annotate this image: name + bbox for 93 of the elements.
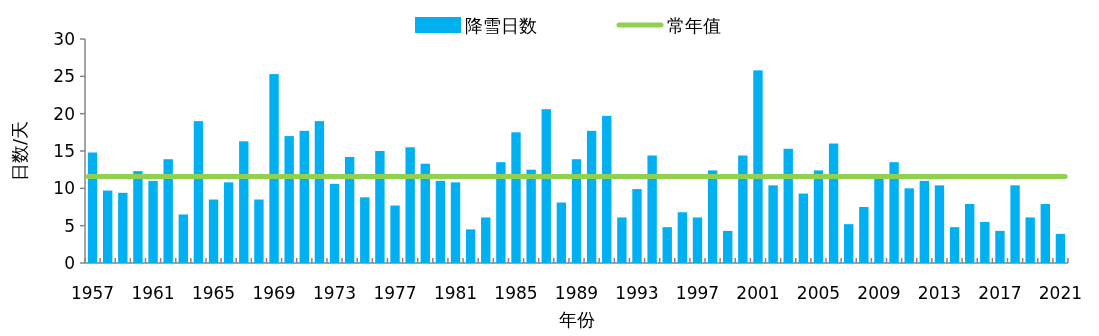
bar (934, 185, 945, 263)
bar (254, 199, 264, 263)
bar (692, 217, 703, 263)
bar (208, 199, 219, 263)
y-tick-label: 25 (53, 66, 75, 87)
bar (118, 192, 128, 263)
bar (526, 169, 536, 263)
x-tick-label: 1993 (615, 283, 659, 303)
bar (103, 190, 113, 263)
legend-label: 降雪日数 (465, 15, 537, 36)
bar (723, 230, 733, 263)
y-tick-label: 20 (53, 103, 75, 124)
bar (314, 121, 325, 263)
x-tick-label: 1981 (433, 283, 478, 303)
legend-label: 常年值 (667, 15, 721, 36)
bar (859, 207, 869, 263)
x-tick-label: 1997 (675, 283, 720, 303)
bar (647, 155, 657, 263)
x-tick-label: 1969 (252, 283, 296, 303)
bar (995, 230, 1005, 263)
x-tick-label: 2017 (978, 283, 1022, 303)
bar (828, 143, 839, 263)
bar (450, 182, 461, 263)
x-tick-label: 2005 (796, 283, 841, 303)
bar (919, 180, 930, 263)
y-tick-label: 30 (53, 29, 75, 49)
bar (193, 121, 204, 263)
y-tick-label: 0 (64, 253, 75, 273)
x-tick-label: 1977 (373, 283, 417, 303)
bar (405, 147, 415, 263)
x-tick-label: 1961 (131, 283, 175, 303)
bar (390, 205, 400, 263)
bar (375, 151, 385, 263)
bar (677, 212, 688, 263)
bar (632, 189, 642, 263)
x-tick-label: 2001 (736, 283, 780, 303)
bar (344, 156, 355, 263)
bar (496, 162, 506, 263)
bar (571, 159, 582, 263)
bar (1055, 233, 1066, 263)
bar (844, 224, 854, 263)
bar (1040, 204, 1051, 263)
bar (889, 162, 899, 263)
bar (360, 197, 370, 263)
x-axis-title: 年份 (558, 309, 595, 330)
bar (133, 171, 143, 263)
bar (904, 188, 914, 263)
bar (329, 183, 340, 263)
bar (874, 178, 884, 263)
bar (148, 180, 158, 263)
bar (87, 152, 98, 263)
y-axis-title: 日数/天 (9, 120, 30, 182)
bar (223, 182, 234, 263)
bar (798, 193, 809, 263)
bar (617, 217, 627, 263)
bar (178, 214, 188, 263)
bar (420, 163, 430, 263)
x-tick-label: 1989 (554, 283, 599, 303)
bar (284, 136, 294, 263)
bar (481, 217, 491, 263)
bar (662, 227, 672, 263)
x-tick-label: 2009 (857, 283, 901, 303)
bar (541, 109, 551, 263)
bar (768, 185, 778, 263)
x-tick-label: 1965 (191, 283, 236, 303)
bar (602, 115, 612, 263)
bar (1025, 217, 1035, 263)
bar (1010, 185, 1020, 263)
bar (511, 132, 521, 263)
y-tick-label: 15 (53, 141, 75, 161)
y-tick-label: 5 (64, 215, 75, 236)
bar (586, 130, 597, 263)
bar (813, 170, 824, 263)
bar (965, 204, 975, 263)
x-tick-label: 1973 (312, 283, 357, 303)
x-tick-label: 2013 (917, 283, 962, 303)
bar (269, 74, 279, 263)
bar (556, 202, 567, 263)
bar (738, 155, 748, 263)
bar (299, 130, 309, 263)
bar (753, 70, 763, 263)
bar (783, 148, 793, 263)
bar (949, 227, 960, 263)
y-tick-label: 10 (53, 178, 75, 199)
bar (980, 221, 990, 263)
bar (435, 180, 446, 263)
bar (239, 141, 249, 263)
bar (707, 170, 718, 263)
bar (163, 159, 173, 263)
x-tick-label: 2021 (1038, 283, 1083, 303)
x-tick-label: 1985 (494, 283, 538, 303)
x-tick-label: 1957 (70, 283, 115, 303)
bar (465, 229, 476, 263)
